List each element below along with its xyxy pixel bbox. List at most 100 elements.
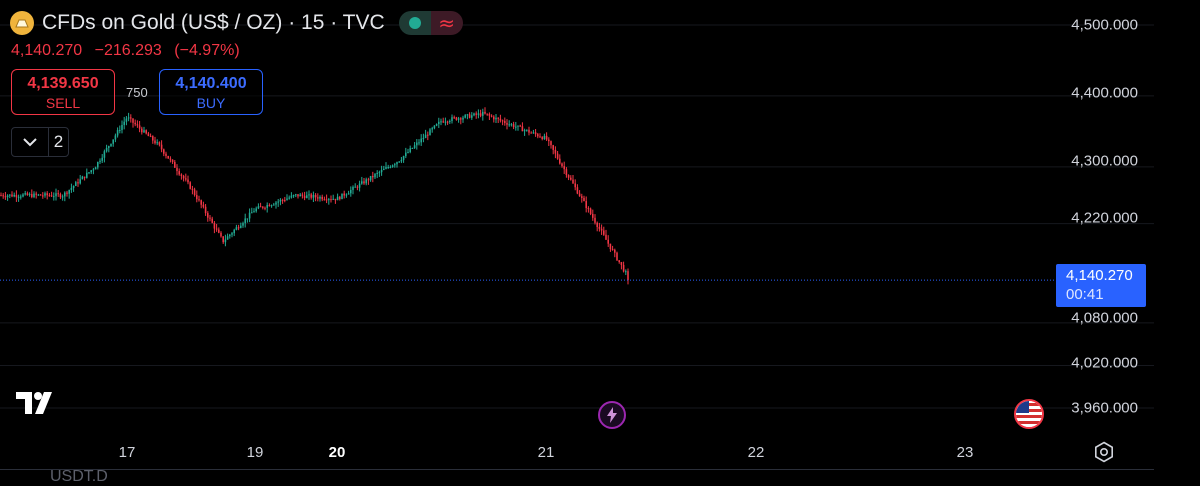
- candle-body: [473, 113, 475, 116]
- time-label: 21: [537, 444, 555, 461]
- candle-body: [202, 204, 205, 207]
- candle-body: [427, 134, 429, 136]
- symbol-header[interactable]: CFDs on Gold (US$ / OZ) · 15 · TVC ≈: [10, 8, 463, 38]
- candle-body: [284, 200, 286, 202]
- candle-body: [295, 194, 297, 196]
- market-status[interactable]: ≈: [398, 11, 463, 35]
- candle-body: [383, 168, 385, 170]
- candle-body: [328, 199, 330, 201]
- candle-body: [119, 129, 121, 131]
- candle-body: [26, 193, 29, 196]
- candle-body: [299, 194, 301, 197]
- candle-body: [561, 163, 563, 167]
- candle-body: [317, 197, 319, 199]
- candle-body: [435, 124, 438, 126]
- candle-body: [44, 193, 46, 196]
- next-ticker: USDT.D: [50, 468, 108, 485]
- candle-body: [609, 243, 612, 250]
- candle-body: [512, 124, 515, 128]
- candle-body: [380, 169, 383, 173]
- symbol-title: CFDs on Gold (US$ / OZ) · 15 · TVC: [42, 11, 385, 34]
- candle-body: [526, 129, 528, 131]
- candle-body: [68, 189, 70, 194]
- candle-body: [603, 230, 605, 235]
- us-flag-icon[interactable]: [1014, 399, 1044, 429]
- candle-body: [394, 164, 396, 166]
- candle-body: [37, 194, 40, 196]
- candle-body: [407, 152, 409, 154]
- candle-body: [614, 249, 616, 253]
- candle-body: [160, 144, 163, 150]
- candle-body: [464, 115, 466, 118]
- candle-body: [506, 123, 508, 125]
- candle-body: [286, 198, 288, 201]
- candle-body: [209, 217, 211, 219]
- candle-body: [325, 199, 328, 201]
- candle-body: [361, 181, 363, 184]
- candle-body: [358, 183, 361, 188]
- buy-label: BUY: [196, 95, 226, 111]
- candle-body: [114, 135, 117, 140]
- indicators-toggle[interactable]: 2: [11, 127, 69, 157]
- candle-body: [519, 125, 521, 127]
- candle-body: [224, 239, 227, 243]
- candle-body: [391, 165, 394, 168]
- candle-body: [396, 162, 398, 165]
- candle-body: [180, 174, 183, 177]
- candle-body: [424, 134, 427, 139]
- candle-body: [262, 206, 264, 208]
- candle-body: [215, 228, 218, 230]
- candle-body: [592, 213, 594, 218]
- candle-body: [189, 182, 191, 189]
- candle-body: [83, 176, 86, 178]
- candle-body: [138, 125, 141, 129]
- candle-body: [600, 228, 603, 231]
- buy-button[interactable]: 4,140.400 BUY: [159, 69, 263, 115]
- candle-body: [6, 195, 9, 198]
- candle-body: [576, 187, 579, 194]
- candle-body: [543, 135, 546, 139]
- candle-body: [182, 176, 185, 179]
- candle-body: [22, 194, 24, 197]
- candle-body: [618, 260, 620, 263]
- chevron-down-icon: [12, 128, 49, 156]
- candle-body: [479, 113, 482, 116]
- candle-body: [48, 195, 51, 197]
- candle-body: [468, 114, 471, 118]
- candle-body: [125, 118, 128, 122]
- candle-body: [218, 229, 220, 233]
- candle-body: [356, 186, 359, 188]
- candle-body: [46, 193, 48, 196]
- candle-body: [167, 155, 169, 159]
- candle-body: [259, 206, 262, 208]
- candle-body: [240, 225, 242, 228]
- time-label-bold: 20: [328, 444, 346, 461]
- candle-body: [9, 194, 11, 196]
- candle-body: [620, 262, 623, 265]
- candle-body: [226, 236, 229, 240]
- candle-body: [185, 178, 187, 180]
- candle-body: [103, 151, 106, 158]
- candle-body: [191, 188, 194, 190]
- settings-icon[interactable]: [1093, 441, 1115, 468]
- candle-body: [273, 204, 275, 206]
- candle-body: [143, 130, 145, 133]
- divider: [0, 469, 1154, 470]
- candle-body: [528, 129, 530, 133]
- candle-body: [158, 142, 161, 145]
- candle-body: [171, 159, 174, 162]
- candle-body: [605, 234, 607, 240]
- candle-body: [92, 169, 95, 171]
- candle-body: [530, 132, 532, 134]
- candle-body: [297, 194, 299, 197]
- candle-body: [66, 192, 68, 194]
- buy-price: 4,140.400: [175, 75, 247, 92]
- candle-body: [134, 122, 136, 125]
- lightning-icon[interactable]: [598, 401, 626, 429]
- tradingview-logo: [16, 392, 58, 419]
- sell-button[interactable]: 4,139.650 SELL: [11, 69, 115, 115]
- candle-body: [462, 117, 464, 120]
- candle-body: [94, 167, 97, 170]
- candle-body: [627, 271, 629, 281]
